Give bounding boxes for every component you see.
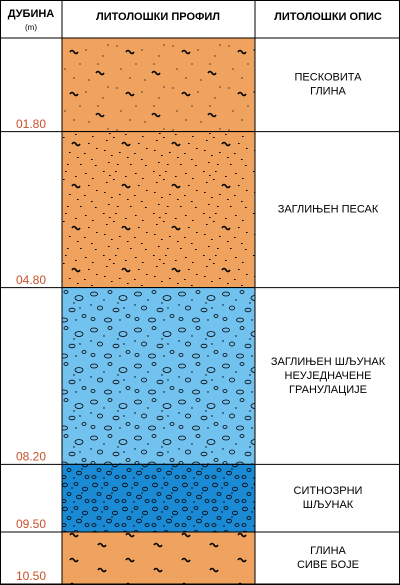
layer-pattern — [61, 531, 256, 585]
layer-description: СИВЕ БОЈЕ — [297, 559, 359, 571]
layer-description: ШЉУНАК — [303, 499, 354, 511]
layer-pattern — [61, 463, 256, 533]
depth-label: 08.20 — [16, 450, 46, 464]
layer-pattern — [61, 131, 256, 289]
header-depth: ДУБИНА — [8, 8, 55, 20]
depth-label: 10.50 — [16, 569, 46, 583]
layer-description: НЕУЈЕДНАЧЕНЕ — [285, 370, 372, 382]
header-description: ЛИТОЛОШКИ ОПИС — [274, 11, 382, 23]
layer-pattern — [61, 37, 256, 133]
layer-description: ГРАНУЛАЦИЈЕ — [289, 384, 367, 396]
layer-description: ЗАГЛИЊЕН ПЕСАК — [278, 204, 379, 216]
layer-description: ГЛИНА — [310, 86, 346, 98]
depth-label: 09.50 — [16, 517, 46, 531]
header-profile: ЛИТОЛОШКИ ПРОФИЛ — [96, 11, 220, 23]
depth-label: 04.80 — [16, 273, 46, 287]
depth-label: 01.80 — [16, 117, 46, 131]
layer-description: ПЕСКОВИТА — [295, 72, 363, 84]
header-unit: (m) — [25, 23, 37, 32]
layer-description: ГЛИНА — [310, 545, 346, 557]
layer-description: СИТНОЗРНИ — [294, 485, 363, 497]
layer-pattern — [61, 287, 256, 465]
layer-description: ЗАГЛИЊЕН ШЉУНАК — [271, 356, 386, 368]
